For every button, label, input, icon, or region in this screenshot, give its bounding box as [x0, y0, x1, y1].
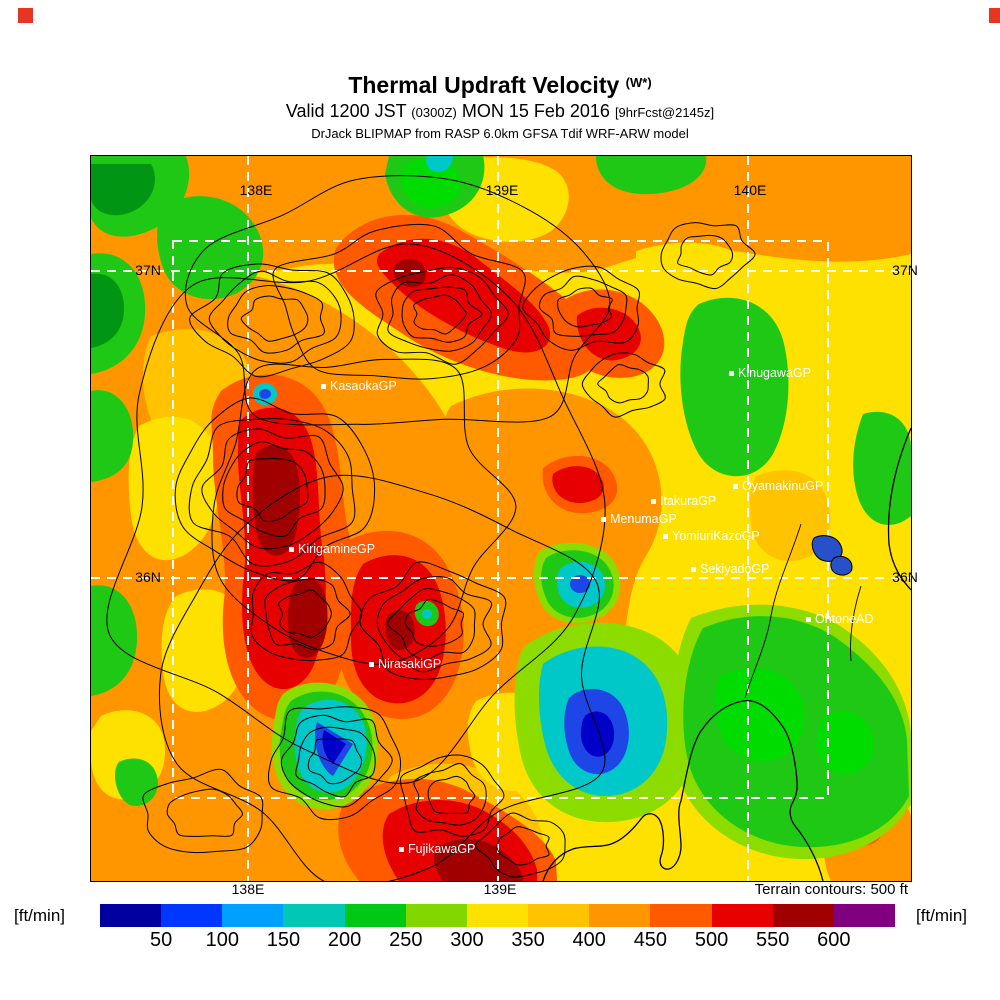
site-label-fujikawa: FujikawaGP: [399, 842, 475, 856]
lat-label-right-36n: 36N: [892, 569, 918, 585]
title-wstar-suffix: (W*): [625, 75, 652, 90]
site-label-nirasaki: NirasakiGP: [369, 657, 441, 671]
colorbar-segment: [711, 904, 773, 927]
site-marker-dot: [691, 566, 696, 572]
site-marker-dot: [321, 383, 326, 389]
colorbar-tick: 400: [572, 929, 606, 951]
colorbar: [100, 904, 896, 927]
lon-label-top-138e: 138E: [239, 182, 273, 198]
corner-mark-top-left: [18, 8, 33, 23]
colorbar-unit-left: [ft/min]: [14, 906, 66, 925]
colorbar-tick: 50: [150, 929, 173, 951]
thermal-updraft-map: KasaokaGP KinugawaGP OyamakinuGP Itakura…: [90, 155, 912, 882]
lake-shape: [830, 555, 853, 576]
colorbar-segment: [833, 904, 896, 927]
lat-label-left-37n: 37N: [135, 262, 161, 278]
colorbar-tick: 500: [694, 929, 729, 951]
colorbar-tick: 300: [450, 929, 484, 951]
site-marker-dot: [289, 546, 294, 552]
site-label-sekiyado: SekiyadoGP: [691, 562, 769, 576]
site-marker-dot: [806, 616, 811, 622]
site-label-itakura: ItakuraGP: [651, 494, 716, 508]
page-title: Thermal Updraft Velocity (W*): [0, 72, 1000, 99]
colorbar-tick: 250: [389, 929, 423, 951]
valid-fcst: [9hrFcst@2145z]: [614, 105, 715, 120]
coastline: [542, 427, 911, 881]
site-label-yomiurikazo: YomiuriKazoGP: [663, 529, 760, 543]
valid-prefix: Valid 1200 JST: [285, 101, 407, 121]
lat-label-right-37n: 37N: [892, 262, 918, 278]
site-label-kirigamine: KirigamineGP: [289, 542, 375, 556]
lon-label-bottom-139e: 139E: [483, 881, 517, 897]
colorbar-tick: 550: [756, 929, 790, 951]
colorbar-tick: 450: [633, 929, 668, 951]
colorbar-segment: [772, 904, 834, 927]
site-marker-dot: [729, 370, 734, 376]
thermal-field-svg: [91, 156, 911, 881]
colorbar-segment: [222, 904, 284, 927]
site-label-ohtone: OhtoneAD: [806, 612, 873, 626]
colorbar-ticks: 50 100 150 200 250 300 350 400 450 500 550 600: [100, 929, 895, 953]
site-label-menuma: MenumaGP: [601, 512, 677, 526]
colorbar-tick: 200: [327, 929, 362, 951]
colorbar-segment: [528, 904, 590, 927]
colorbar-tick: 100: [205, 929, 239, 951]
colorbar-segment: [344, 904, 406, 927]
site-marker-dot: [651, 498, 656, 504]
lat-label-left-36n: 36N: [135, 569, 161, 585]
site-marker-dot: [733, 483, 738, 489]
colorbar-segment: [283, 904, 345, 927]
lon-label-top-139e: 139E: [485, 182, 519, 198]
title-text: Thermal Updraft Velocity: [348, 72, 620, 98]
valid-time-line: Valid 1200 JST (0300Z) MON 15 Feb 2016 […: [0, 101, 1000, 122]
colorbar-unit-right: [ft/min]: [916, 906, 968, 925]
site-marker-dot: [369, 661, 374, 667]
site-label-oyamakinu: OyamakinuGP: [733, 479, 823, 493]
colorbar-segment: [589, 904, 651, 927]
colorbar-segment: [405, 904, 467, 927]
valid-zulu: (0300Z): [411, 105, 457, 120]
colorbar-tick: 350: [511, 929, 545, 951]
colorbar-tick: 600: [817, 929, 851, 951]
valid-date: MON 15 Feb 2016: [461, 101, 610, 121]
model-line: DrJack BLIPMAP from RASP 6.0km GFSA Tdif…: [311, 126, 689, 141]
terrain-contours-note: Terrain contours: 500 ft: [754, 881, 908, 898]
colorbar-tick: 150: [266, 929, 301, 951]
lon-label-bottom-138e: 138E: [231, 881, 265, 897]
corner-mark-top-right: [989, 8, 1000, 23]
colorbar-segment: [161, 904, 223, 927]
colorbar-segment: [466, 904, 529, 927]
colorbar-segment: [100, 904, 162, 927]
terrain-contour-lines: [106, 175, 756, 881]
site-marker-dot: [601, 516, 606, 522]
colorbar-segment: [650, 904, 712, 927]
site-marker-dot: [663, 533, 668, 539]
site-label-kasaoka: KasaokaGP: [321, 379, 397, 393]
lon-label-top-140e: 140E: [733, 182, 767, 198]
site-marker-dot: [399, 846, 404, 852]
site-label-kinugawa: KinugawaGP: [729, 366, 811, 380]
